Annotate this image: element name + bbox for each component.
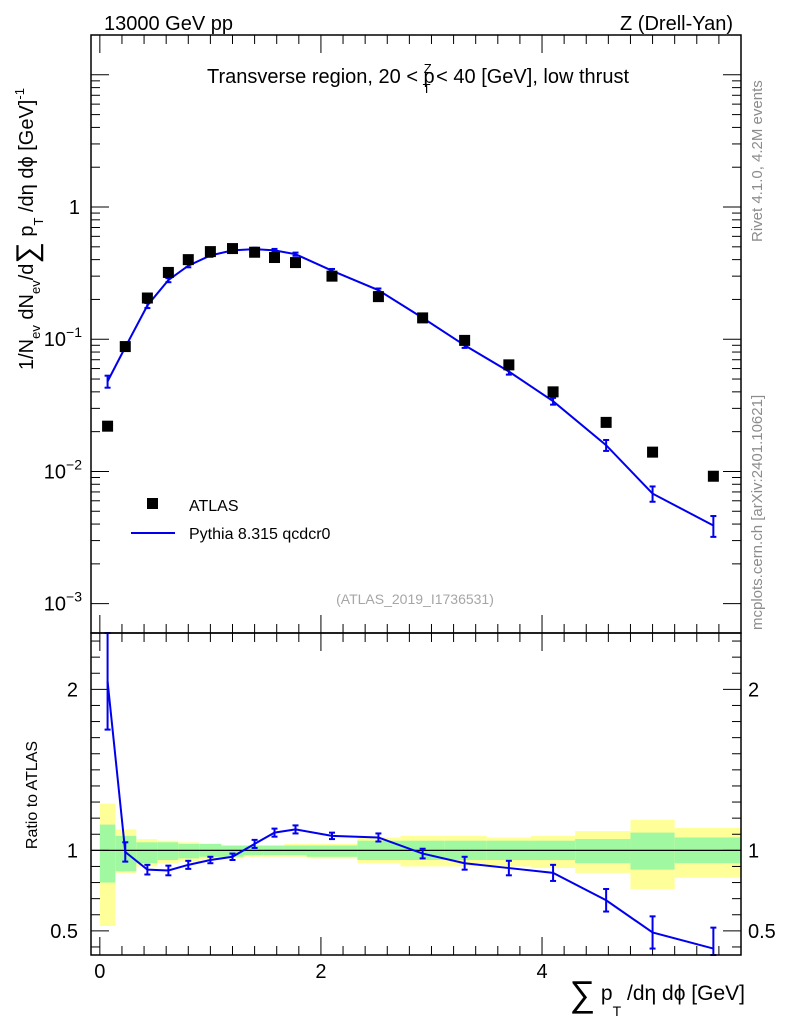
ratio-ylabel: Ratio to ATLAS xyxy=(24,741,41,849)
plot-title-pre: Transverse region, 20 < p xyxy=(207,66,435,88)
header-left: 13000 GeV pp xyxy=(104,13,233,35)
ratio-xlabel: ∑ pT /dη dϕ [GeV] xyxy=(569,973,745,1019)
mc-line xyxy=(106,248,714,527)
atlas-point xyxy=(600,416,612,428)
stat-uncertainty-band xyxy=(136,842,158,864)
ratio-ytick-label-left: 0.5 xyxy=(50,921,78,943)
legend-label-mc: Pythia 8.315 qcdcr0 xyxy=(189,526,331,543)
mcplots-label: mcplots.cern.ch [arXiv:2401.10621] xyxy=(749,395,766,630)
ylabel-part: T xyxy=(31,218,46,226)
stat-uncertainty-band xyxy=(178,843,200,859)
legend-label-atlas: ATLAS xyxy=(189,498,239,515)
main-ytick-label: 1 xyxy=(69,197,80,219)
ylabel-part: -1 xyxy=(12,88,27,100)
ratio-line xyxy=(106,681,714,950)
atlas-point xyxy=(249,246,261,258)
xlabel-part: T xyxy=(613,1003,622,1019)
ylabel-part: ∑ xyxy=(11,242,44,263)
atlas-point xyxy=(182,254,194,266)
ylabel-part: dN xyxy=(16,294,38,325)
ratio-xtick-label: 4 xyxy=(536,961,547,983)
atlas-point xyxy=(102,420,114,432)
main-series-group xyxy=(102,243,719,538)
ratio-xtick-label: 0 xyxy=(94,961,105,983)
xlabel-part: p xyxy=(595,982,613,1005)
atlas-point xyxy=(226,243,238,255)
atlas-point xyxy=(119,341,131,353)
main-axis-ticks: 1 10−1 10−2 10−3 xyxy=(44,34,742,633)
stat-uncertainty-band xyxy=(630,832,675,870)
atlas-point xyxy=(417,312,429,324)
atlas-point xyxy=(707,470,719,482)
xlabel-part: /dη dϕ [GeV] xyxy=(621,982,745,1005)
ratio-ytick-label-left: 1 xyxy=(67,840,78,862)
ylabel-part: /d xyxy=(16,264,38,281)
atlas-point xyxy=(647,446,659,458)
atlas-point xyxy=(162,266,174,278)
atlas-point xyxy=(141,292,153,304)
ylabel-part: ev xyxy=(28,280,43,294)
analysis-id: (ATLAS_2019_I1736531) xyxy=(336,591,494,607)
plot-title-sub: T xyxy=(423,81,431,96)
ratio-ytick-label-left: 2 xyxy=(67,679,78,701)
stat-uncertainty-band xyxy=(99,824,116,883)
plot-title-sup: Z xyxy=(424,61,432,76)
plot-title-post: < 40 [GeV], low thrust xyxy=(431,66,630,88)
ylabel-part: p xyxy=(16,226,38,243)
plot-title: Transverse region, 20 < pZ T < 40 [GeV], … xyxy=(207,61,629,96)
atlas-point xyxy=(547,386,559,398)
header-right: Z (Drell-Yan) xyxy=(620,13,733,35)
stat-uncertainty-band xyxy=(221,845,244,857)
main-ylabel: 1/Nev dNev/d∑ pT /dη dϕ [GeV]-1 xyxy=(11,88,46,370)
ratio-axis-ticks: 0.5 0.5 1 1 2 2 0 2 4 xyxy=(50,633,776,983)
ratio-ytick-label-right: 0.5 xyxy=(748,921,776,943)
main-ytick-label: 10−1 xyxy=(44,324,82,351)
ylabel-part: 1/N xyxy=(16,339,38,370)
atlas-point xyxy=(326,270,338,282)
stat-uncertainty-band xyxy=(575,839,631,864)
ratio-ytick-label-right: 2 xyxy=(748,679,759,701)
ylabel-part: ev xyxy=(28,325,43,339)
legend-marker-atlas xyxy=(147,498,158,509)
atlas-point xyxy=(372,291,384,303)
ratio-series-group xyxy=(104,632,717,956)
atlas-point xyxy=(290,257,302,269)
atlas-point xyxy=(269,252,281,264)
atlas-point xyxy=(459,334,471,346)
ylabel-part: /dη dϕ [GeV] xyxy=(16,100,38,218)
main-frame xyxy=(90,34,742,634)
stat-uncertainty-band xyxy=(306,845,358,857)
atlas-point xyxy=(503,359,515,371)
ratio-xtick-label: 2 xyxy=(315,961,326,983)
ratio-frame xyxy=(90,632,742,956)
atlas-point xyxy=(204,246,216,258)
rivet-label: Rivet 4.1.0, 4.2M events xyxy=(749,80,766,242)
xlabel-part: ∑ xyxy=(569,973,595,1014)
stat-uncertainty-band xyxy=(157,842,179,861)
ratio-ytick-label-right: 1 xyxy=(748,840,759,862)
ratio-uncertainty-bands xyxy=(99,803,741,927)
main-ytick-label: 10−2 xyxy=(44,456,82,483)
main-ytick-label: 10−3 xyxy=(44,589,82,616)
